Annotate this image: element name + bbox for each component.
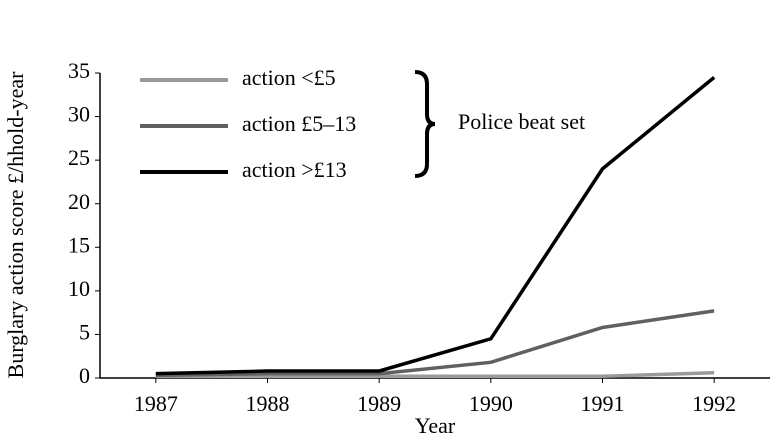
y-tick-label: 5	[79, 319, 90, 344]
x-tick-label: 1992	[692, 391, 736, 416]
x-tick-label: 1990	[469, 391, 513, 416]
annotation: Police beat set	[458, 109, 585, 134]
x-axis-label: Year	[415, 413, 456, 438]
y-tick-label: 30	[68, 102, 90, 127]
legend-label: action <£5	[242, 65, 336, 90]
series-line	[155, 309, 715, 378]
y-tick-label: 35	[68, 58, 90, 83]
y-axis-label: Burglary action score £/hhold-year	[3, 71, 28, 379]
series-line	[155, 371, 715, 379]
y-tick-label: 0	[79, 363, 90, 388]
y-tick-label: 25	[68, 145, 90, 170]
y-tick-label: 10	[68, 276, 90, 301]
x-tick-label: 1987	[134, 391, 178, 416]
series-line	[155, 76, 716, 376]
y-tick-label: 20	[68, 189, 90, 214]
legend-label: action £5–13	[242, 111, 356, 136]
x-tick-label: 1989	[357, 391, 401, 416]
legend-label: action >£13	[242, 157, 347, 182]
x-tick-label: 1991	[581, 391, 625, 416]
brace	[414, 70, 436, 178]
x-tick-label: 1988	[246, 391, 290, 416]
y-tick-label: 15	[68, 232, 90, 257]
